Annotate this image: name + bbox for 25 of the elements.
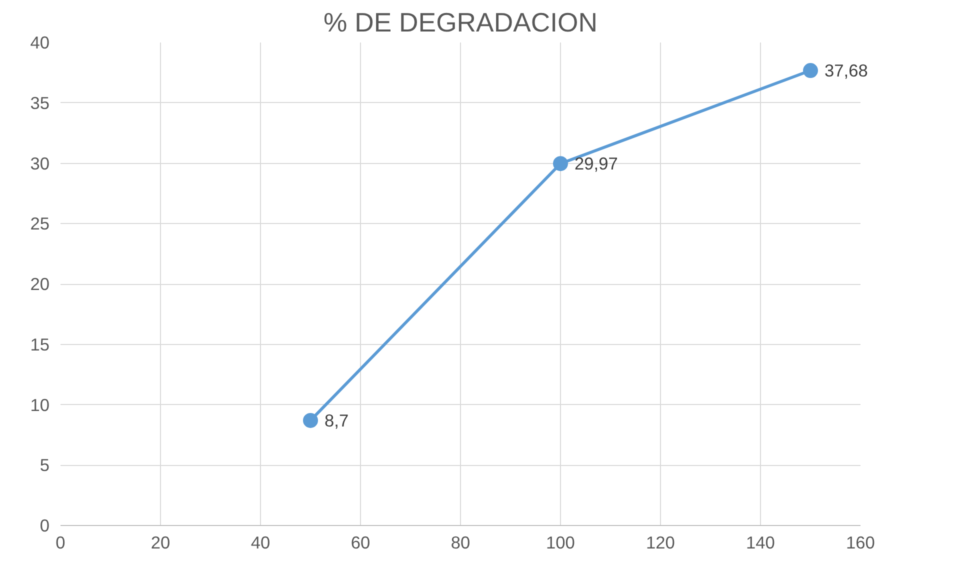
- y-tick-label: 15: [30, 334, 50, 354]
- x-tick-label: 0: [56, 532, 66, 552]
- point: [303, 412, 318, 428]
- x-tick-label: 120: [646, 532, 675, 552]
- x-tick-label: 140: [746, 532, 775, 552]
- y-tick-label: 35: [30, 92, 50, 113]
- x-tick-label: 60: [350, 532, 370, 552]
- y-tick-label: 40: [30, 32, 50, 52]
- data-label: 8,7: [324, 410, 349, 430]
- data-label: 37,68: [824, 60, 868, 81]
- x-tick-label: 100: [546, 532, 575, 552]
- y-tick-label: 5: [40, 455, 50, 476]
- x-tick-label: 40: [250, 532, 270, 552]
- x-tick-label: 160: [846, 532, 875, 552]
- y-tick-label: 10: [30, 394, 50, 415]
- x-tick-label: 80: [450, 532, 470, 552]
- chart-title: % DE DEGRADACION: [323, 8, 598, 38]
- data-label: 29,97: [574, 154, 618, 174]
- y-tick-label: 20: [30, 274, 50, 294]
- point: [553, 156, 568, 172]
- y-tick-label: 30: [30, 153, 50, 174]
- x-tick-label: 20: [150, 532, 170, 552]
- point: [803, 63, 818, 78]
- y-tick-label: 0: [40, 516, 50, 536]
- y-tick-label: 25: [30, 214, 50, 234]
